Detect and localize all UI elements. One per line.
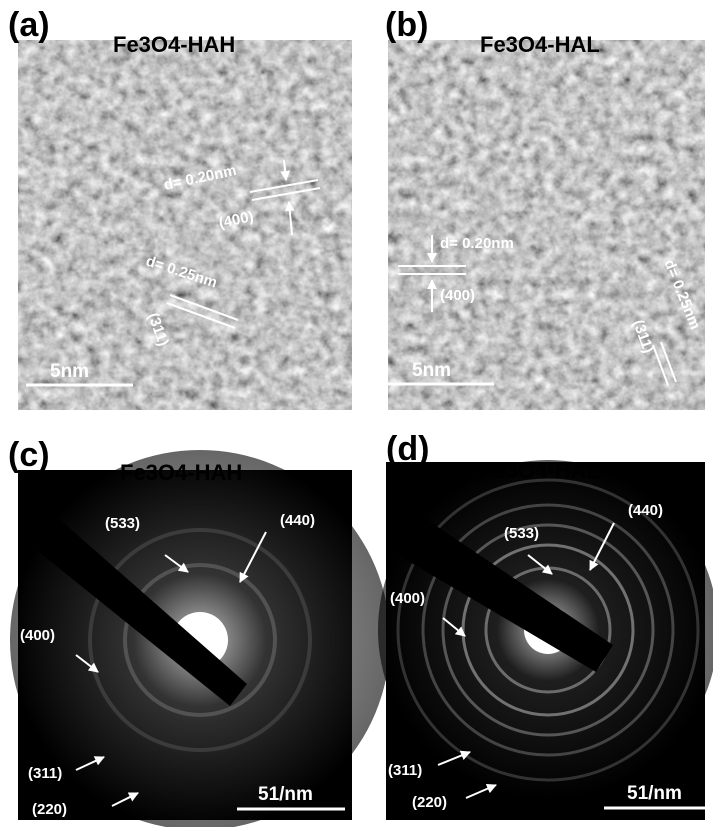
scale-label: 5nm	[50, 361, 89, 382]
panel-b: (b) Fe3O4-HAL d= 0.20nm (400) d= 0.25nm …	[385, 6, 705, 410]
panel-letter: (c)	[8, 436, 50, 474]
annotation: (533)	[105, 515, 140, 532]
panel-letter: (b)	[385, 6, 428, 44]
annotation: (440)	[628, 502, 663, 519]
panel-c: (c) Fe3O4-HAH (533) (440) (400) (311) (2…	[8, 436, 390, 827]
annotation: (400)	[390, 590, 425, 607]
annotation: (220)	[412, 794, 447, 811]
scale-label: 51/nm	[258, 784, 313, 805]
annotation: d= 0.20nm	[440, 235, 514, 252]
panel-title: Fe3O4-HAL	[480, 32, 600, 57]
panel-letter: (d)	[386, 430, 429, 468]
tem-texture	[18, 40, 352, 410]
panel-title: Fe3O4-HAH	[120, 460, 242, 485]
annotation: (440)	[280, 512, 315, 529]
panel-title: Fe3O4-HAL	[480, 458, 600, 483]
annotation: (400)	[440, 287, 475, 304]
panel-letter: (a)	[8, 6, 50, 44]
annotation: (400)	[20, 627, 55, 644]
panel-d: (d) Fe3O4-HAL (533) (440) (400) (311) (2…	[378, 430, 713, 820]
annotation: (533)	[504, 525, 539, 542]
annotation: (311)	[388, 762, 422, 779]
figure: (a) Fe3O4-HAH d= 0.20nm (400) d= 0.25nm …	[0, 0, 713, 827]
scale-label: 5nm	[412, 360, 451, 381]
annotation: (311)	[28, 765, 62, 782]
panel-title: Fe3O4-HAH	[113, 32, 235, 57]
annotation: (220)	[32, 801, 67, 818]
scale-label: 51/nm	[627, 783, 682, 804]
panel-a: (a) Fe3O4-HAH d= 0.20nm (400) d= 0.25nm …	[8, 6, 352, 410]
